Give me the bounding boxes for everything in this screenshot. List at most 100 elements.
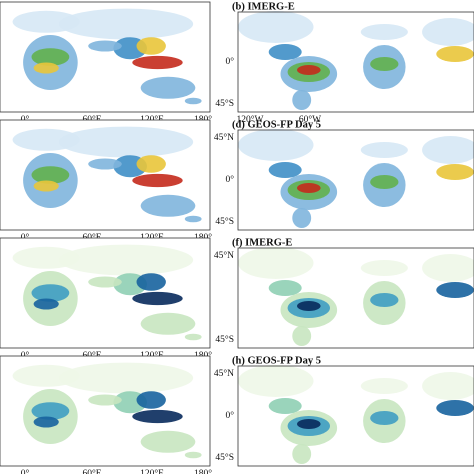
rain-field [132, 291, 183, 306]
rain-field [184, 215, 202, 223]
rain-field [33, 180, 59, 192]
rain-field [268, 280, 302, 296]
map [0, 119, 211, 231]
rain-field [184, 97, 202, 105]
rain-field [238, 129, 314, 161]
rain-field [292, 326, 312, 346]
rain-field [31, 284, 70, 302]
map-frame [237, 365, 474, 467]
x-tick-label: 0° [21, 468, 30, 474]
rain-field [140, 194, 196, 217]
map [237, 365, 474, 467]
rain-field [297, 65, 321, 75]
y-tick-label: 45°S [215, 334, 234, 345]
y-tick-label: 45°S [215, 452, 234, 463]
x-tick-label: 120°W [236, 114, 263, 125]
map [0, 237, 211, 349]
rain-field [140, 312, 196, 335]
rain-field [422, 372, 474, 400]
rain-field [136, 273, 166, 291]
rain-field [88, 40, 122, 52]
panel-title: (h) GEOS-FP Day 5 [232, 355, 321, 366]
y-tick-label: 0° [225, 56, 234, 67]
rain-field [184, 333, 202, 341]
rain-field [292, 90, 312, 110]
map [237, 11, 474, 113]
rain-field [58, 244, 194, 276]
rain-field [136, 155, 166, 173]
rain-field [132, 55, 183, 70]
map-frame [0, 237, 211, 349]
rain-field [132, 409, 183, 424]
y-tick-label: 45°N [214, 368, 234, 379]
rain-field [370, 57, 399, 71]
map-frame [237, 129, 474, 231]
rain-field [33, 298, 59, 310]
rain-field [132, 173, 183, 188]
x-tick-label: 120°E [140, 468, 164, 474]
rain-field [58, 126, 194, 158]
rain-field [31, 166, 70, 184]
y-tick-label: 45°N [214, 132, 234, 143]
rain-field [238, 365, 314, 397]
rain-field [33, 62, 59, 74]
rain-field [370, 411, 399, 425]
rain-field [370, 175, 399, 189]
rain-field [184, 451, 202, 459]
rain-field [88, 158, 122, 170]
rain-field [292, 208, 312, 228]
y-tick-label: 45°N [214, 250, 234, 261]
y-tick-label: 0° [225, 410, 234, 421]
x-tick-label: 60°W [299, 114, 321, 125]
rain-field [297, 183, 321, 193]
y-tick-label: 45°S [215, 98, 234, 109]
rain-field [238, 11, 314, 43]
map [0, 1, 211, 113]
rain-field [140, 430, 196, 453]
rain-field [422, 136, 474, 164]
rain-field [31, 402, 70, 420]
rain-field [140, 76, 196, 99]
rain-field [33, 416, 59, 428]
panel-title: (b) IMERG-E [232, 1, 295, 12]
map-frame [237, 247, 474, 349]
rain-field [360, 378, 408, 394]
rain-field [136, 37, 166, 55]
rain-field [292, 444, 312, 464]
y-tick-label: 0° [225, 174, 234, 185]
rain-field [436, 400, 474, 416]
x-tick-label: 180° [194, 468, 212, 474]
rain-field [136, 391, 166, 409]
rain-field [370, 293, 399, 307]
rain-field [58, 8, 194, 40]
rain-field [360, 142, 408, 158]
rain-field [58, 362, 194, 394]
panel-title: (f) IMERG-E [232, 237, 292, 248]
map [0, 355, 211, 467]
rain-field [360, 260, 408, 276]
rain-field [422, 254, 474, 282]
map-frame [0, 119, 211, 231]
rain-field [436, 282, 474, 298]
rain-field [436, 46, 474, 62]
x-tick-label: 60°E [82, 468, 101, 474]
map [237, 129, 474, 231]
rain-field [436, 164, 474, 180]
rain-field [88, 394, 122, 406]
rain-field [268, 162, 302, 178]
rain-field [422, 18, 474, 46]
rain-field [31, 48, 70, 66]
rain-field [297, 419, 321, 429]
map-frame [0, 355, 211, 467]
map-frame [0, 1, 211, 113]
y-tick-label: 45°S [215, 216, 234, 227]
rain-field [360, 24, 408, 40]
rain-field [268, 398, 302, 414]
rain-field [268, 44, 302, 60]
rain-field [238, 247, 314, 279]
map [237, 247, 474, 349]
rain-field [88, 276, 122, 288]
rain-field [297, 301, 321, 311]
panel-title: (d) GEOS-FP Day 5 [232, 119, 321, 130]
